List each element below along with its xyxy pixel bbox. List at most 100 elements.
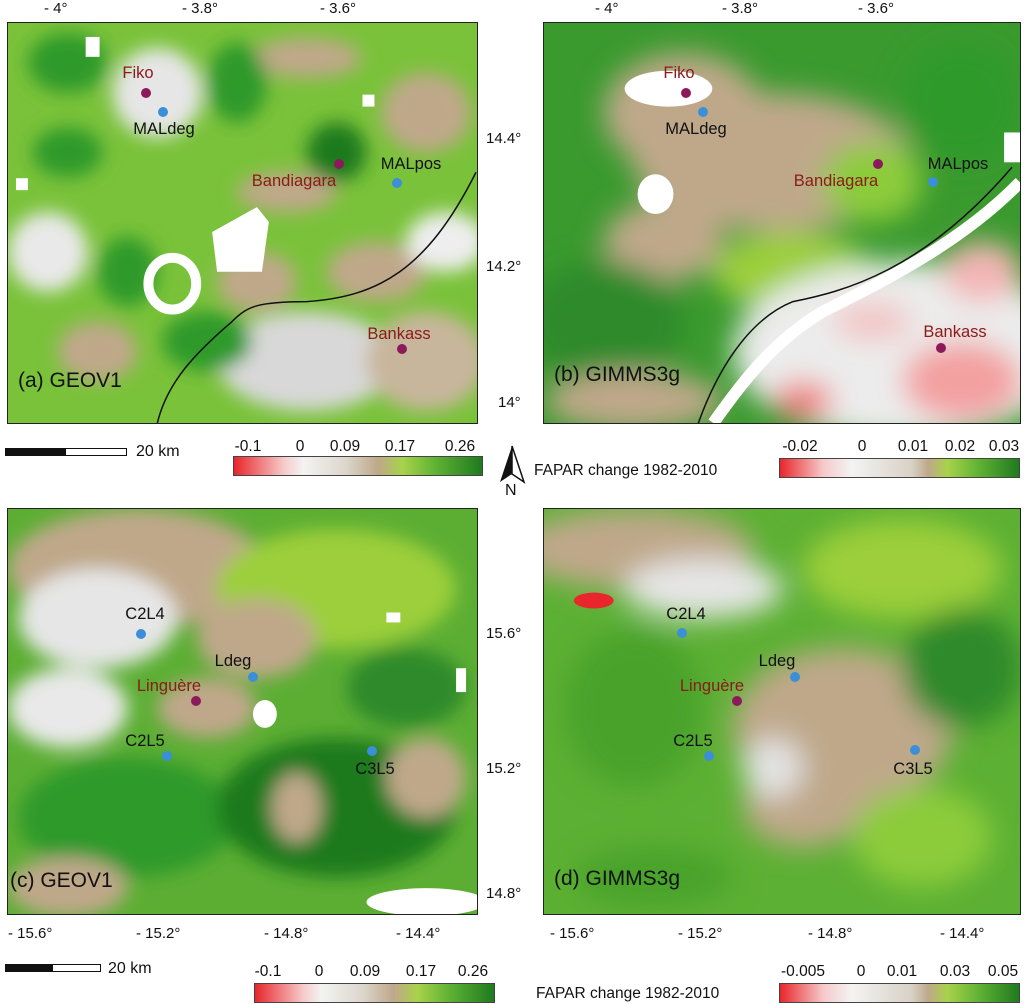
site-label-bankass-b: Bankass bbox=[923, 323, 987, 341]
bottom-y-tick-2: 14.8° bbox=[486, 885, 522, 902]
legend-gimms-top-0: -0.02 bbox=[782, 438, 818, 455]
site-ldeg-c bbox=[248, 672, 258, 682]
top-x-tick-left-1: - 3.8° bbox=[182, 0, 219, 17]
fapar-map-c bbox=[8, 509, 477, 914]
legend-bar-geov1-top bbox=[233, 456, 483, 476]
fapar-map-b bbox=[544, 23, 1020, 423]
legend-title-bottom: FAPAR change 1982-2010 bbox=[536, 985, 720, 1002]
site-linguere-c bbox=[191, 696, 201, 706]
legend-bar-gimms-top bbox=[779, 458, 1020, 478]
top-y-tick-2: 14° bbox=[498, 394, 521, 411]
site-bandiagara-b bbox=[873, 159, 883, 169]
site-label-bandiagara-a: Bandiagara bbox=[251, 172, 337, 190]
north-arrow: N bbox=[496, 444, 528, 504]
legend-geov1-bottom-3: 0.17 bbox=[405, 963, 437, 980]
site-c2l4-c bbox=[136, 629, 146, 639]
map-panel-b: (b) GIMMS3g bbox=[543, 22, 1021, 424]
legend-gimms-top-3: 0.02 bbox=[944, 438, 976, 455]
site-label-c2l4-d: C2L4 bbox=[666, 605, 706, 623]
bottom-x-tick-left-2: - 14.8° bbox=[264, 925, 309, 942]
fapar-map-d bbox=[544, 509, 1020, 914]
top-x-tick-left-0: - 4° bbox=[44, 0, 68, 17]
map-panel-c: (c) GEOV1 bbox=[7, 508, 478, 915]
site-label-c2l4-c: C2L4 bbox=[125, 605, 165, 623]
legend-gimms-top-4: 0.03 bbox=[988, 438, 1020, 455]
legend-geov1-bottom-4: 0.26 bbox=[457, 963, 489, 980]
top-x-tick-right-1: - 3.8° bbox=[722, 0, 759, 17]
top-y-tick-0: 14.4° bbox=[486, 130, 522, 147]
legend-gimms-top-1: 0 bbox=[857, 438, 867, 455]
panel-label-c: (c) GEOV1 bbox=[10, 869, 113, 892]
site-bankass-a bbox=[397, 344, 407, 354]
site-label-malpos-b: MALpos bbox=[927, 155, 989, 173]
site-label-bandiagara-b: Bandiagara bbox=[793, 172, 879, 190]
site-maldeg-a bbox=[158, 107, 168, 117]
site-label-c2l5-d: C2L5 bbox=[673, 732, 713, 750]
site-maldeg-b bbox=[698, 107, 708, 117]
site-label-maldeg-b: MALdeg bbox=[665, 120, 727, 138]
top-y-tick-1: 14.2° bbox=[486, 258, 522, 275]
site-label-linguere-c: Linguère bbox=[136, 677, 202, 695]
site-c2l5-d bbox=[704, 751, 714, 761]
top-x-tick-right-0: - 4° bbox=[595, 0, 619, 17]
site-label-bankass-a: Bankass bbox=[367, 325, 431, 343]
scale-bar-bottom bbox=[5, 964, 101, 972]
site-label-maldeg-a: MALdeg bbox=[133, 120, 195, 138]
site-label-malpos-a: MALpos bbox=[380, 155, 442, 173]
site-c2l5-c bbox=[162, 751, 172, 761]
site-label-c2l5-c: C2L5 bbox=[125, 732, 165, 750]
legend-geov1-top-2: 0.09 bbox=[329, 438, 361, 455]
legend-geov1-bottom-1: 0 bbox=[314, 963, 324, 980]
legend-geov1-top-4: 0.26 bbox=[444, 438, 476, 455]
legend-geov1-bottom-2: 0.09 bbox=[349, 963, 381, 980]
north-label: N bbox=[505, 482, 517, 499]
site-fiko-a bbox=[141, 88, 151, 98]
site-label-fiko-a: Fiko bbox=[122, 64, 154, 82]
site-label-ldeg-c: Ldeg bbox=[214, 652, 252, 670]
legend-gimms-bottom-4: 0.05 bbox=[987, 963, 1019, 980]
top-x-tick-left-2: - 3.6° bbox=[320, 0, 357, 17]
map-panel-a: (a) GEOV1 bbox=[7, 22, 478, 424]
panel-label-a: (a) GEOV1 bbox=[18, 369, 122, 392]
scale-bar-top bbox=[5, 448, 127, 456]
site-label-c3l5-d: C3L5 bbox=[893, 760, 933, 778]
site-c2l4-d bbox=[677, 628, 687, 638]
bottom-x-tick-left-3: - 14.4° bbox=[396, 925, 441, 942]
legend-gimms-bottom-2: 0.01 bbox=[886, 963, 918, 980]
bottom-x-tick-right-3: - 14.4° bbox=[940, 925, 985, 942]
legend-geov1-top-3: 0.17 bbox=[384, 438, 416, 455]
legend-gimms-bottom-1: 0 bbox=[856, 963, 866, 980]
site-malpos-a bbox=[392, 178, 402, 188]
site-linguere-d bbox=[732, 696, 742, 706]
site-bandiagara-a bbox=[334, 159, 344, 169]
bottom-x-tick-right-0: - 15.6° bbox=[550, 925, 595, 942]
fapar-map-a bbox=[8, 23, 477, 423]
scale-label-top: 20 km bbox=[136, 443, 180, 460]
top-x-tick-right-2: - 3.6° bbox=[858, 0, 895, 17]
bottom-x-tick-left-0: - 15.6° bbox=[8, 925, 53, 942]
site-c3l5-d bbox=[910, 745, 920, 755]
map-panel-d: (d) GIMMS3g bbox=[543, 508, 1021, 915]
panel-label-d: (d) GIMMS3g bbox=[554, 867, 681, 890]
legend-bar-gimms-bottom bbox=[779, 983, 1020, 1003]
north-arrow-icon bbox=[500, 445, 526, 484]
legend-title-top: FAPAR change 1982-2010 bbox=[534, 462, 718, 479]
legend-geov1-top-0: -0.1 bbox=[234, 438, 262, 455]
bottom-x-tick-right-2: - 14.8° bbox=[808, 925, 853, 942]
legend-bar-geov1-bottom bbox=[254, 983, 495, 1003]
panel-label-b: (b) GIMMS3g bbox=[554, 363, 681, 386]
site-malpos-b bbox=[928, 177, 938, 187]
bottom-x-tick-right-1: - 15.2° bbox=[678, 925, 723, 942]
scale-label-bottom: 20 km bbox=[108, 960, 152, 977]
site-c3l5-c bbox=[367, 746, 377, 756]
bottom-y-tick-0: 15.6° bbox=[486, 625, 522, 642]
site-label-fiko-b: Fiko bbox=[663, 64, 695, 82]
site-bankass-b bbox=[936, 343, 946, 353]
site-ldeg-d bbox=[790, 672, 800, 682]
bottom-y-tick-1: 15.2° bbox=[486, 760, 522, 777]
site-label-linguere-d: Linguère bbox=[679, 677, 745, 695]
legend-geov1-bottom-0: -0.1 bbox=[254, 963, 282, 980]
legend-gimms-bottom-3: 0.03 bbox=[939, 963, 971, 980]
site-label-ldeg-d: Ldeg bbox=[758, 652, 796, 670]
site-label-c3l5-c: C3L5 bbox=[355, 760, 395, 778]
